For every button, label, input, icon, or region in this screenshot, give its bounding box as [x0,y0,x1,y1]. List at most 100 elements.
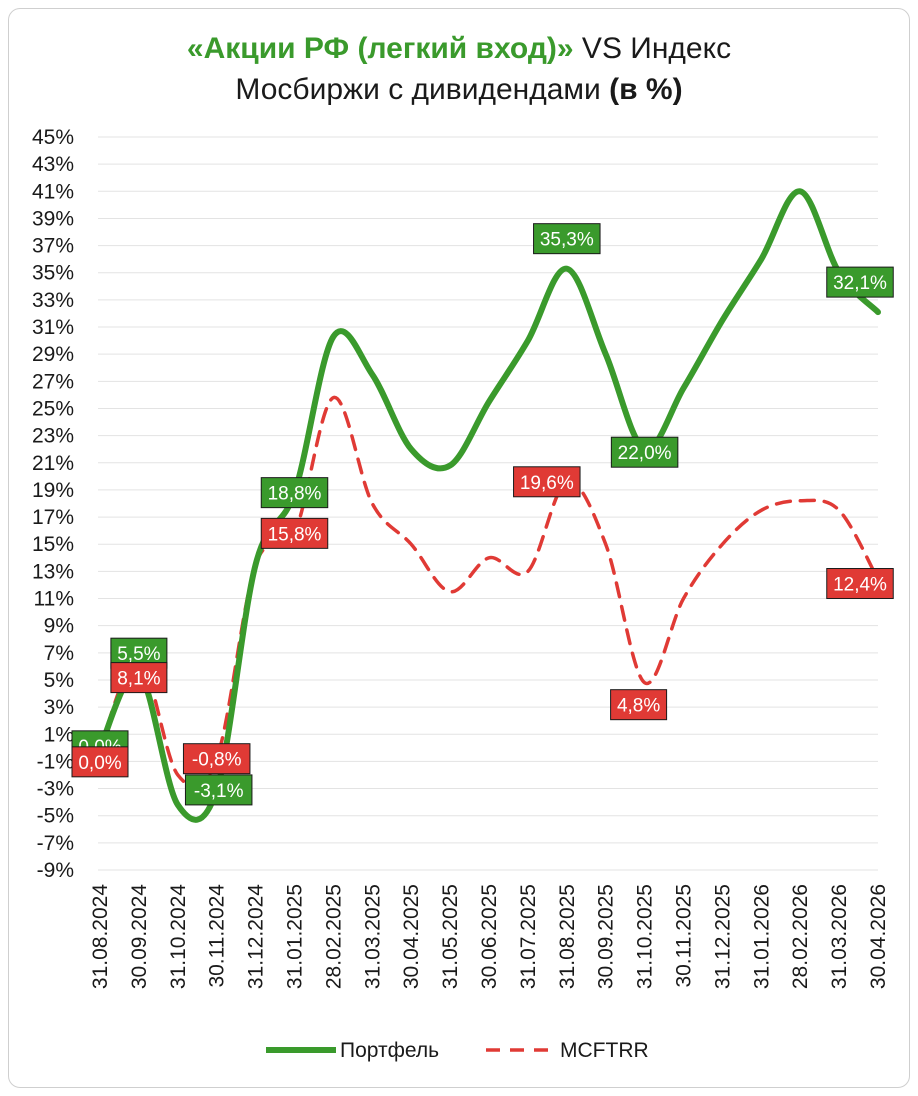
data-label-mcftrr: 15,8% [260,517,329,549]
data-label-text: 32,1% [833,273,887,294]
data-label-text: 19,6% [520,473,574,494]
x-tick-label: 31.12.2025 [711,884,734,989]
legend-label: MCFTRR [560,1039,649,1062]
data-label-box [513,466,581,498]
data-label-box [610,436,679,468]
y-tick-label: -1% [37,750,74,773]
y-tick-label: -5% [37,805,74,828]
x-tick-label: 31.01.2026 [750,884,773,989]
y-tick-label: 35% [32,262,74,285]
x-tick-label: 31.10.2025 [634,884,657,989]
y-tick-label: 41% [32,180,74,203]
x-tick-label: 28.02.2026 [789,884,812,989]
y-tick-label: 31% [32,316,74,339]
data-label-portfolio: 22,0% [610,436,679,468]
y-tick-label: 25% [32,397,74,420]
data-label-box [182,743,251,775]
y-tick-label: 17% [32,506,74,529]
y-tick-label: 15% [32,533,74,556]
legend-item-mcftrr: MCFTRR [486,1039,649,1062]
title-index-name: Мосбиржи с дивидендами [235,73,610,106]
y-tick-label: 7% [44,642,74,665]
y-tick-label: 9% [44,615,74,638]
x-tick-label: 31.03.2025 [361,884,384,989]
y-tick-label: 5% [44,669,74,692]
x-tick-label: 31.01.2025 [284,884,307,989]
x-tick-label: 31.07.2025 [517,884,540,989]
data-label-text: 15,8% [268,524,322,545]
series-line-portfolio [97,188,881,823]
series-line-mcftrr [98,395,880,789]
chart-title: «Акции РФ (легкий вход)» VS Индекс Мосби… [0,28,918,110]
y-axis: 45% 43% 41% 39% 37% 35% 33% 31% 29% 27% 25% 23% 21% 1… [32,126,74,882]
x-tick-label: 28.02.2025 [322,884,345,989]
series-lines [97,188,881,823]
data-label-text: 35,3% [540,230,594,251]
x-tick-label: 30.11.2025 [673,884,696,988]
data-label-portfolio: 18,8% [260,477,329,509]
y-tick-label: 13% [32,560,74,583]
y-tick-label: -7% [37,832,74,855]
data-label-box [260,517,329,549]
x-tick-label: 31.05.2025 [439,884,462,989]
grid-lines [98,136,878,871]
data-label-portfolio: -3,1% [184,774,253,806]
data-label-mcftrr: 0,0% [71,746,129,778]
y-tick-label: 33% [32,289,74,312]
title-vs: VS Индекс [573,32,732,65]
data-label-text: 22,0% [618,443,672,464]
x-tick-label: 30.04.2026 [867,884,890,989]
data-label-portfolio: 32,1% [826,266,894,298]
x-tick-label: 30.09.2025 [595,884,618,989]
chart-frame [8,8,910,1088]
y-tick-label: 19% [32,479,74,502]
x-tick-label: 31.08.2025 [556,884,579,989]
data-label-text: 18,8% [268,484,322,505]
y-tick-label: 29% [32,343,74,366]
x-tick-label: 30.09.2024 [128,884,151,989]
y-tick-label: 43% [32,153,74,176]
x-tick-label: 31.10.2024 [167,884,190,989]
data-label-box [260,477,329,509]
legend: Портфель MCFTRR [266,1039,649,1062]
y-tick-label: 37% [32,235,74,258]
x-tick-label: 30.06.2025 [478,884,501,989]
data-label-mcftrr: 12,4% [826,568,894,600]
title-line-1: «Акции РФ (легкий вход)» VS Индекс [0,28,918,69]
data-label-text: -3,1% [194,781,244,802]
title-portfolio-name: «Акции РФ (легкий вход)» [186,32,574,65]
title-line-2: Мосбиржи с дивидендами (в %) [0,69,918,110]
data-label-box [826,266,894,298]
x-tick-label: 31.08.2024 [89,884,112,989]
data-label-box [533,223,601,255]
y-tick-label: 39% [32,207,74,230]
data-label-box [110,662,168,694]
y-tick-label: 45% [32,126,74,149]
x-tick-label: 31.12.2024 [245,884,268,989]
legend-item-portfolio: Портфель [266,1039,439,1062]
y-tick-label: -3% [37,778,74,801]
data-labels: 0,0%5,5%-3,1%18,8%35,3%22,0%32,1%0,0%8,1… [71,223,894,806]
data-label-box [184,774,253,806]
y-tick-label: 23% [32,425,74,448]
legend-label: Портфель [340,1039,439,1062]
data-label-box [826,568,894,600]
data-label-text: 8,1% [117,669,160,690]
data-label-mcftrr: 8,1% [110,662,168,694]
data-label-text: 5,5% [117,644,160,665]
data-label-mcftrr: 19,6% [513,466,581,498]
data-label-box [610,689,668,721]
x-axis: 31.08.2024 30.09.2024 31.10.2024 30.11.2024… [89,884,890,989]
y-tick-label: 3% [44,696,74,719]
data-label-text: 4,8% [617,696,660,717]
x-tick-label: 31.03.2026 [828,884,851,989]
data-label-box [71,746,129,778]
data-label-mcftrr: 4,8% [610,689,668,721]
y-tick-label: 11% [34,588,74,611]
data-label-mcftrr: -0,8% [182,743,251,775]
data-label-portfolio: 35,3% [533,223,601,255]
y-tick-label: -9% [37,859,74,882]
y-tick-label: 21% [32,452,74,475]
y-tick-label: 27% [32,370,74,393]
